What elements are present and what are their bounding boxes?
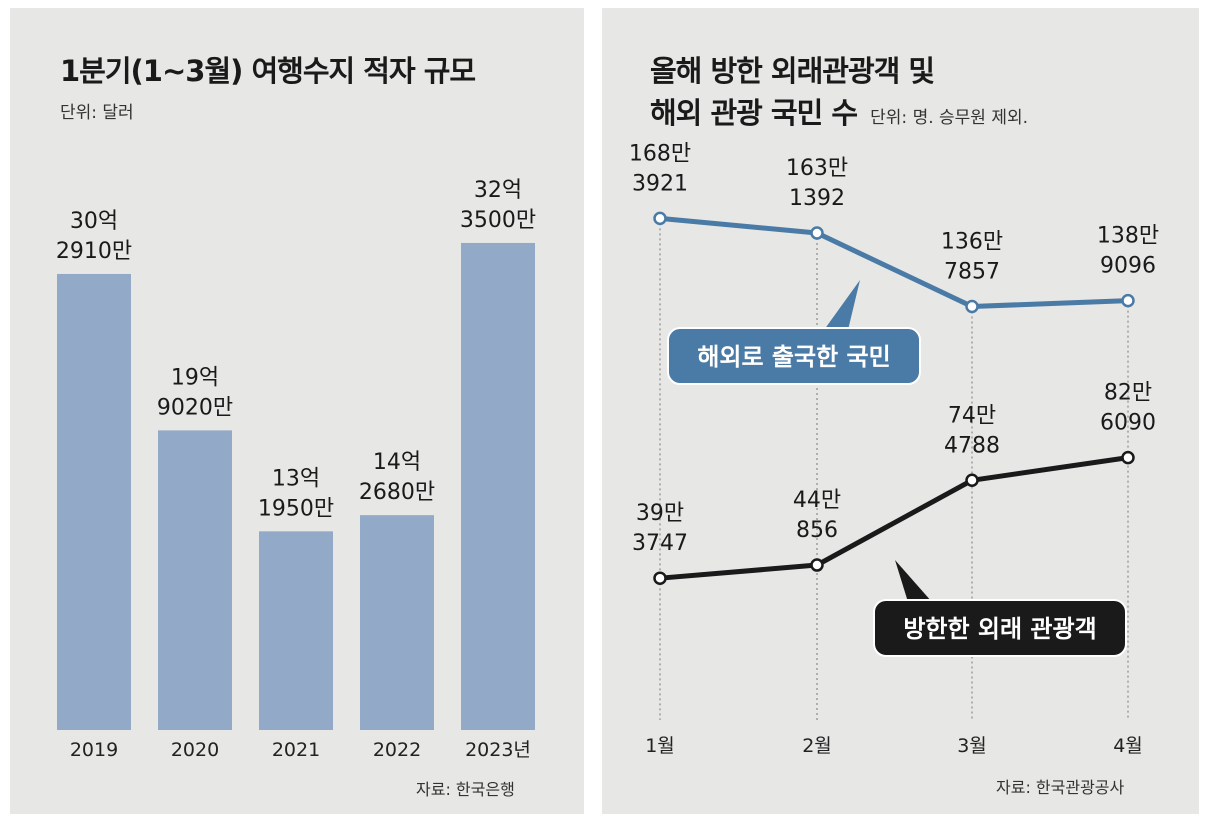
bar-1 [158, 430, 232, 730]
x-tick-0: 1월 [645, 735, 675, 757]
x-tick-4: 2023년 [465, 739, 531, 761]
point-label-1-3-top: 82만 [1104, 381, 1152, 406]
bar-label-0-top: 30억 [70, 209, 118, 234]
x-tick-1: 2월 [802, 735, 832, 757]
trade-deficit-panel: 1분기(1~3월) 여행수지 적자 규모 단위: 달러 30억 2910만 2019… [10, 8, 584, 814]
x-tick-3: 2022 [373, 739, 421, 761]
bar-chart-title: 1분기(1~3월) 여행수지 적자 규모 [60, 54, 476, 88]
legend-label-0: 해외로 출국한 국민 [697, 343, 890, 371]
bar-chart-source: 자료: 한국은행 [416, 780, 515, 799]
point-label-1-0-top: 39만 [636, 501, 684, 526]
bar-label-2-top: 13억 [272, 466, 320, 491]
point-label-0-3-bottom: 9096 [1100, 254, 1156, 279]
line-chart-title-line2: 해외 관광 국민 수 [650, 96, 858, 130]
point-label-0-0-bottom: 3921 [632, 171, 688, 196]
x-tick-3: 4월 [1113, 735, 1143, 757]
legend-label-1: 방한한 외래 관광객 [903, 615, 1096, 643]
point-label-0-1-top: 163만 [786, 156, 848, 181]
x-tick-1: 2020 [171, 739, 219, 761]
line-chart-title-line1: 올해 방한 외래관광객 및 [650, 54, 935, 88]
point-1-0 [653, 571, 667, 585]
point-label-1-2-bottom: 4788 [944, 433, 1000, 458]
point-0-1 [810, 226, 824, 240]
point-label-0-0-top: 168만 [629, 141, 691, 166]
point-label-1-0-bottom: 3747 [632, 531, 688, 556]
bar-label-3-bottom: 2680만 [359, 480, 435, 505]
bar-label-3-top: 14억 [373, 450, 421, 475]
legend-pointer-1 [895, 560, 932, 602]
x-tick-2: 3월 [957, 735, 987, 757]
legend-box-0 [667, 327, 921, 385]
bar-label-4-bottom: 3500만 [460, 208, 536, 233]
x-tick-2: 2021 [272, 739, 320, 761]
line-chart: 1월 2월 3월 4월 168만 3921 163만 1392 136만 7857 138만 9096… [629, 141, 1159, 757]
bar-label-1-top: 19억 [171, 365, 219, 390]
bar-label-1-bottom: 9020만 [157, 395, 233, 420]
point-1-3 [1121, 450, 1135, 465]
line-chart-source: 자료: 한국관광공사 [996, 778, 1125, 797]
bar-label-4-top: 32억 [474, 178, 522, 203]
bar-label-0-bottom: 2910만 [56, 239, 132, 264]
bar-chart-unit: 단위: 달러 [60, 103, 134, 123]
line-chart-unit: 단위: 명. 승무원 제외. [870, 108, 1029, 128]
point-label-1-3-bottom: 6090 [1100, 411, 1156, 436]
point-label-0-2-top: 136만 [941, 230, 1003, 255]
point-label-0-3-top: 138만 [1097, 224, 1159, 249]
series-line-1 [659, 455, 1129, 581]
tourist-count-panel: 올해 방한 외래관광객 및 해외 관광 국민 수 단위: 명. 승무원 제외. … [602, 8, 1199, 814]
legend-pointer-0 [824, 280, 860, 330]
point-label-0-1-bottom: 1392 [789, 186, 845, 211]
bar-2 [259, 531, 333, 730]
legend-box-1 [873, 599, 1127, 657]
point-label-1-1-top: 44만 [793, 488, 841, 513]
bar-label-2-bottom: 1950만 [258, 496, 334, 521]
point-label-0-2-bottom: 7857 [944, 260, 1000, 285]
bar-0 [57, 273, 131, 730]
bar-4 [461, 242, 535, 731]
series-line-0 [659, 215, 1129, 310]
x-tick-0: 2019 [70, 739, 118, 761]
point-0-2 [965, 299, 979, 314]
bar-3 [360, 515, 434, 730]
point-1-1 [810, 558, 824, 572]
point-label-1-1-bottom: 856 [796, 518, 838, 543]
point-label-1-2-top: 74만 [948, 403, 996, 428]
point-0-3 [1121, 293, 1135, 308]
bar-chart: 30억 2910만 2019 19억 9020만 2020 13억 1950만 2021 14억 2… [56, 178, 536, 761]
point-0-0 [653, 211, 667, 226]
point-1-2 [965, 473, 979, 488]
